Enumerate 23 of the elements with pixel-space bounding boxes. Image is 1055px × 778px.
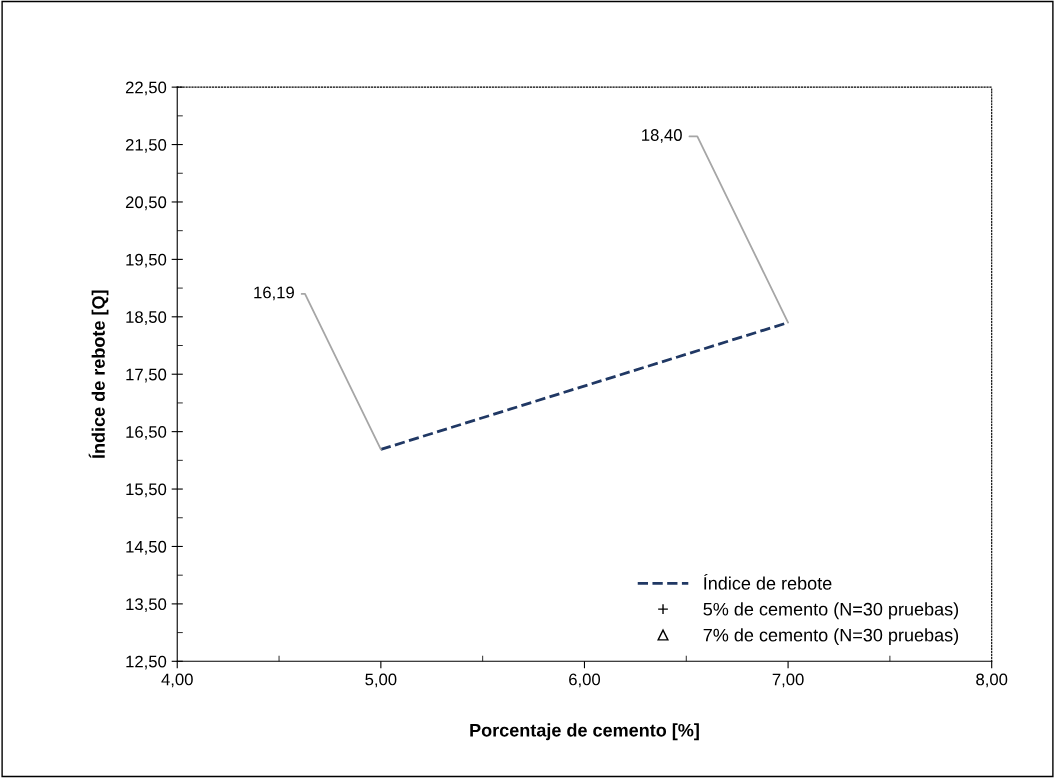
y-tick-label: 20,50 xyxy=(125,196,167,211)
annotation: 16,19 xyxy=(254,286,294,301)
y-tick-label: 15,50 xyxy=(126,483,167,498)
y-axis-title: Índice de rebote [Q] xyxy=(88,290,109,459)
legend-label: 5% de cemento (N=30 pruebas) xyxy=(703,602,959,620)
annotation: 18,40 xyxy=(642,129,682,143)
x-axis-title: Porcentaje de cemento [%] xyxy=(470,723,699,741)
y-tick-label: 19,50 xyxy=(126,253,167,268)
y-tick-label: 14,50 xyxy=(126,540,167,555)
x-tick-label: 5,00 xyxy=(365,673,397,688)
x-tick-label: 6,00 xyxy=(569,673,601,688)
y-tick-label: 18,50 xyxy=(126,311,167,325)
y-tick-label: 22,50 xyxy=(125,81,167,96)
legend-label: 7% de cemento (N=30 pruebas) xyxy=(703,628,959,646)
x-tick-label: 4,00 xyxy=(161,673,193,688)
y-tick-label: 21,50 xyxy=(125,138,167,153)
legend-label: Índice de rebote xyxy=(703,573,832,590)
y-tick-label: 13,50 xyxy=(126,598,167,613)
y-tick-label: 17,50 xyxy=(126,368,167,383)
x-tick-label: 8,00 xyxy=(976,673,1008,688)
y-tick-label: 16,50 xyxy=(126,426,167,440)
x-tick-label: 7,00 xyxy=(772,673,804,688)
y-tick-label: 12,50 xyxy=(126,655,167,670)
